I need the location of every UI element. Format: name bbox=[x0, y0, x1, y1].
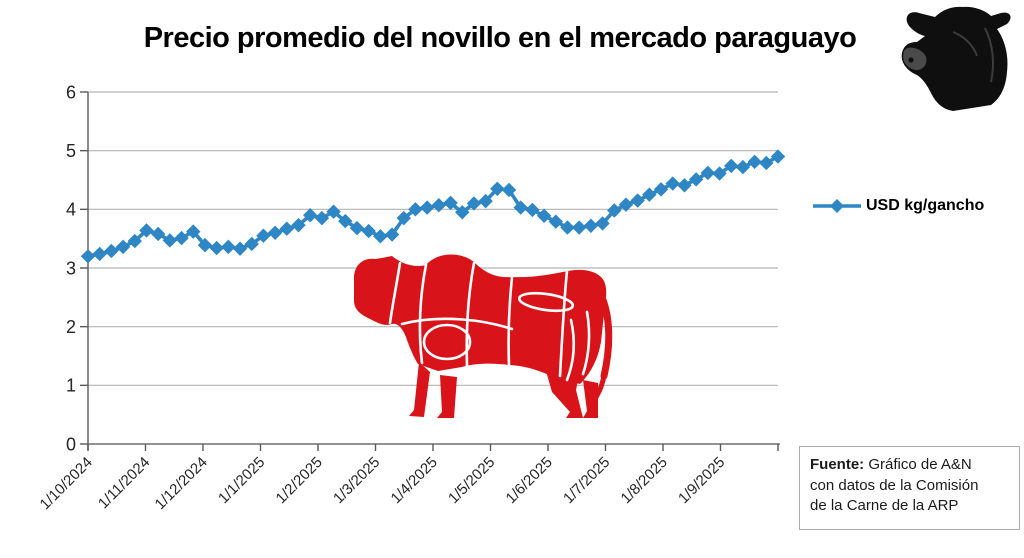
data-point-marker bbox=[677, 178, 692, 193]
data-point-marker bbox=[536, 208, 552, 223]
data-point-marker bbox=[256, 228, 271, 243]
y-axis-label: 3 bbox=[66, 258, 76, 278]
data-point-marker bbox=[303, 208, 318, 223]
data-point-marker bbox=[396, 210, 411, 226]
y-axis-label: 5 bbox=[66, 141, 76, 161]
data-point-marker bbox=[232, 241, 248, 256]
source-line-2: con datos de la Comisión bbox=[810, 476, 979, 494]
legend: USD kg/gancho bbox=[812, 197, 984, 215]
data-point-marker bbox=[221, 239, 236, 255]
data-point-marker bbox=[209, 240, 224, 256]
data-point-marker bbox=[653, 182, 669, 197]
data-point-marker bbox=[349, 220, 365, 236]
data-point-marker bbox=[92, 246, 107, 262]
data-point-marker bbox=[466, 196, 482, 211]
data-point-marker bbox=[455, 205, 470, 220]
data-point-marker bbox=[384, 227, 400, 242]
data-point-marker bbox=[104, 243, 119, 259]
data-point-marker bbox=[431, 198, 447, 213]
data-point-marker bbox=[735, 159, 751, 175]
data-point-marker bbox=[197, 237, 213, 253]
data-point-marker bbox=[127, 233, 142, 249]
data-point-marker bbox=[80, 249, 96, 264]
data-point-marker bbox=[139, 223, 154, 238]
source-box: Fuente: Gráfico de A&N con datos de la C… bbox=[799, 446, 1020, 530]
data-point-marker bbox=[478, 193, 493, 209]
data-point-marker bbox=[595, 216, 610, 231]
data-point-marker bbox=[548, 214, 563, 229]
diamond-line-marker-icon bbox=[813, 199, 861, 213]
data-point-marker bbox=[642, 187, 657, 202]
data-point-marker bbox=[174, 230, 189, 246]
data-point-marker bbox=[724, 158, 739, 174]
source-label: Fuente: bbox=[810, 456, 865, 473]
data-point-marker bbox=[150, 226, 166, 242]
data-point-marker bbox=[326, 204, 341, 219]
x-axis-label: 1/1/2025 bbox=[215, 454, 268, 507]
data-point-marker bbox=[759, 155, 774, 171]
bull-butcher-cuts-icon bbox=[353, 254, 613, 418]
data-point-marker bbox=[162, 233, 178, 248]
x-axis-label: 1/7/2025 bbox=[560, 454, 613, 507]
data-point-marker bbox=[618, 197, 634, 212]
y-axis-label: 4 bbox=[66, 200, 76, 220]
y-axis-labels: 0 1 2 3 4 5 6 bbox=[66, 82, 76, 454]
data-point-marker bbox=[770, 149, 786, 164]
x-axis-label: 1/6/2025 bbox=[503, 454, 556, 507]
data-point-marker bbox=[630, 193, 645, 208]
source-line-1: Fuente: Gráfico de A&N bbox=[810, 455, 1009, 476]
data-point-marker bbox=[490, 181, 505, 196]
data-point-marker bbox=[712, 166, 727, 181]
y-axis-label: 6 bbox=[66, 82, 76, 102]
data-point-marker bbox=[419, 200, 435, 215]
data-point-marker bbox=[560, 220, 575, 235]
data-point-marker bbox=[700, 165, 716, 181]
cow-head-icon bbox=[901, 6, 1011, 112]
data-point-marker bbox=[525, 202, 540, 218]
data-point-marker bbox=[501, 182, 517, 198]
data-point-marker bbox=[408, 202, 423, 217]
data-point-marker bbox=[513, 200, 528, 215]
data-point-marker bbox=[373, 229, 388, 244]
data-point-marker bbox=[314, 210, 330, 226]
y-axis-label: 1 bbox=[66, 376, 76, 396]
data-point-marker bbox=[688, 172, 704, 187]
data-point-marker bbox=[665, 176, 680, 191]
source-line-1-rest: Gráfico de A&N bbox=[864, 456, 972, 473]
data-point-marker bbox=[279, 221, 295, 236]
data-point-marker bbox=[747, 154, 762, 170]
source-line-3: de la Carne de la ARP bbox=[810, 497, 959, 515]
data-point-marker bbox=[115, 239, 131, 255]
axes bbox=[80, 91, 780, 451]
data-point-marker bbox=[244, 236, 259, 252]
x-axis-label: 1/5/2025 bbox=[445, 454, 498, 507]
x-axis-label: 1/8/2025 bbox=[618, 454, 671, 507]
data-point-marker bbox=[338, 213, 353, 229]
x-axis-label: 1/3/2025 bbox=[330, 454, 383, 507]
data-point-marker bbox=[607, 203, 622, 218]
legend-label: USD kg/gancho bbox=[866, 197, 985, 214]
x-axis-label: 1/2/2025 bbox=[273, 454, 326, 507]
y-axis-label: 2 bbox=[66, 317, 76, 337]
data-series bbox=[80, 149, 786, 264]
data-point-marker bbox=[267, 225, 283, 240]
data-point-marker bbox=[291, 217, 306, 233]
data-point-marker bbox=[443, 195, 458, 211]
x-axis-label: 1/4/2025 bbox=[388, 454, 441, 507]
data-point-marker bbox=[571, 220, 587, 235]
chart-title: Precio promedio del novillo en el mercad… bbox=[143, 22, 857, 54]
x-axis-label: 1/9/2025 bbox=[675, 454, 728, 507]
data-point-marker bbox=[361, 223, 376, 239]
data-point-marker bbox=[583, 218, 599, 233]
x-axis-label: 1/10/2024 bbox=[37, 454, 96, 513]
y-axis-label: 0 bbox=[66, 434, 76, 454]
data-point-marker bbox=[186, 224, 201, 239]
x-axis-label: 1/11/2024 bbox=[95, 454, 153, 512]
x-axis-label: 1/12/2024 bbox=[152, 454, 211, 513]
